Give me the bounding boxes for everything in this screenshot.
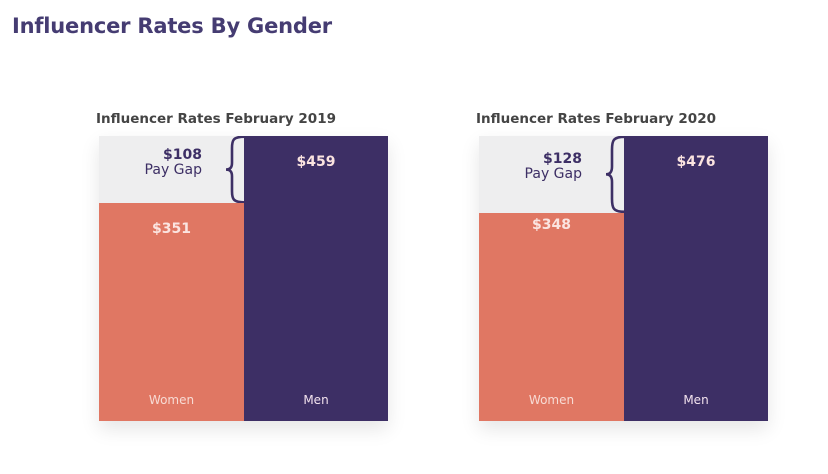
pay-gap-value: $128 bbox=[543, 151, 582, 168]
chart-title: Influencer Rates February 2020 bbox=[476, 111, 716, 127]
brace-icon bbox=[605, 136, 627, 213]
bar-value-label-men: $459 bbox=[296, 154, 336, 170]
chart-2019: Influencer Rates February 2019 $351 Wome… bbox=[96, 108, 399, 438]
brace-icon bbox=[225, 136, 247, 203]
category-label-women: Women bbox=[528, 393, 575, 407]
category-label-men: Men bbox=[303, 393, 329, 407]
bar-women: $348 Women bbox=[479, 212, 624, 421]
bar-men: $476 Men bbox=[624, 136, 768, 421]
bar-men: $459 Men bbox=[244, 136, 388, 421]
bar-value-label-men: $476 bbox=[676, 154, 716, 170]
plot-area: $348 Women $476 Men $128 Pay Gap bbox=[479, 136, 768, 421]
bar-value-label-women: $348 bbox=[532, 216, 571, 233]
pay-gap-annotation: $128 Pay Gap bbox=[525, 152, 582, 182]
chart-title: Influencer Rates February 2019 bbox=[96, 111, 336, 127]
category-label-women: Women bbox=[148, 393, 195, 407]
category-label-men: Men bbox=[683, 393, 709, 407]
pay-gap-annotation: $108 Pay Gap bbox=[144, 146, 202, 178]
page-title: Influencer Rates By Gender bbox=[12, 14, 332, 38]
pay-gap-label: Pay Gap bbox=[144, 161, 202, 178]
bar-women: $351 Women bbox=[99, 203, 244, 421]
pay-gap-label: Pay Gap bbox=[524, 166, 582, 183]
plot-area: $351 Women $459 Men $108 Pay Gap bbox=[99, 136, 388, 421]
pay-gap-value: $108 bbox=[163, 146, 202, 163]
chart-2020: Influencer Rates February 2020 $348 Wome… bbox=[476, 108, 779, 438]
bar-value-label-women: $351 bbox=[152, 221, 191, 238]
